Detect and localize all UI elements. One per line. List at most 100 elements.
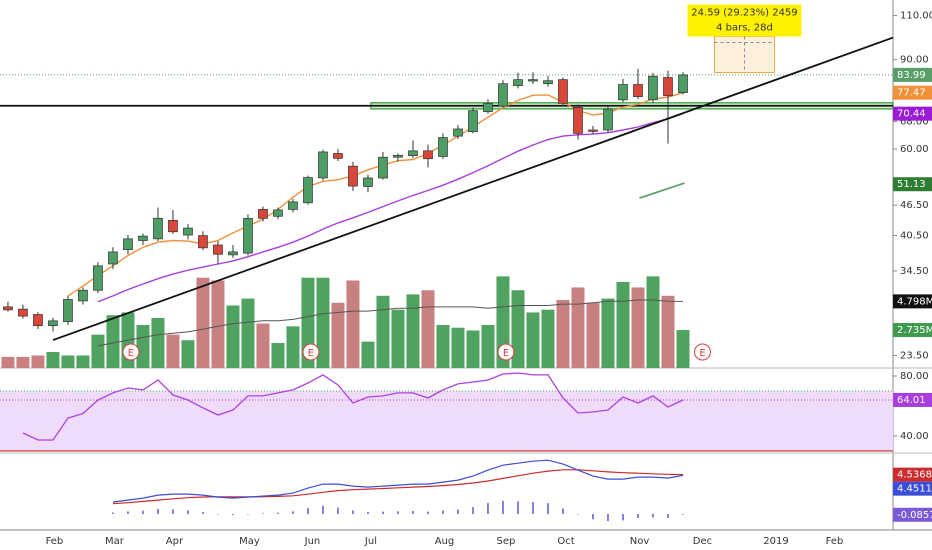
volume-bar [391, 309, 405, 368]
candle-body [663, 77, 673, 97]
candle-body [168, 219, 178, 233]
x-tick-label: Feb [46, 536, 64, 547]
histogram-bar [202, 512, 204, 515]
histogram-bar [412, 510, 414, 515]
moving-average [97, 112, 684, 303]
histogram-bar [112, 512, 114, 515]
candle-body [558, 79, 568, 104]
histogram-bar [547, 503, 549, 515]
earnings-marker [122, 343, 140, 361]
x-tick-label: May [239, 536, 260, 547]
x-tick-label: Feb [826, 536, 844, 547]
price-badge [893, 177, 932, 192]
candle-body [618, 84, 628, 101]
price-badge [893, 507, 932, 522]
x-tick-label: Nov [630, 536, 650, 547]
price-badge [893, 106, 932, 121]
volume-bar [676, 330, 690, 368]
y-tick-label: 68.00 [900, 116, 929, 127]
candle-body [468, 110, 478, 133]
candle-body [393, 154, 403, 158]
histogram-bar [217, 514, 219, 515]
earnings-label: E [699, 348, 705, 359]
volume-bar [286, 326, 300, 368]
histogram-bar [307, 507, 309, 515]
volume-bar [556, 299, 570, 368]
price-badge-label: 70.44 [897, 109, 926, 120]
candle-body [243, 217, 253, 254]
x-tick-label: 2019 [763, 536, 788, 547]
price-badge-label: 4.798M [897, 296, 932, 307]
candle-body [288, 201, 298, 210]
volume-bar [31, 355, 45, 368]
histogram-bar [337, 507, 339, 515]
histogram-bar [577, 514, 579, 515]
histogram-bar [157, 508, 159, 515]
y-tick-label: 80.00 [900, 371, 929, 382]
histogram-bar [442, 510, 444, 515]
candle-body [33, 314, 43, 327]
volume-bar [106, 315, 120, 368]
candle-body [108, 251, 118, 265]
rsi-line [22, 372, 684, 441]
candle-body [648, 75, 658, 101]
histogram-bar [277, 512, 279, 515]
candle-body [48, 320, 58, 327]
volume-bar [616, 281, 630, 368]
volume-bar [331, 302, 345, 368]
candle-body [678, 74, 688, 93]
price-badge [893, 323, 932, 338]
earnings-marker [693, 343, 711, 361]
volume-bar [241, 298, 255, 368]
volume-bar [256, 323, 270, 368]
y-tick-label: 90.00 [900, 55, 929, 66]
price-badge [893, 294, 932, 309]
volume-bar [376, 295, 390, 368]
x-tick-label: Oct [557, 536, 574, 547]
volume-bar [226, 305, 240, 368]
candle-body [498, 83, 508, 107]
histogram-bar [517, 501, 519, 515]
price-badge [893, 392, 932, 407]
signal-line [112, 469, 684, 505]
y-tick-label: 40.00 [900, 431, 929, 442]
volume-bar [16, 356, 30, 368]
volume-bar [526, 312, 540, 368]
x-tick-label: Jul [364, 536, 377, 547]
volume-bar [571, 287, 585, 368]
price-badge-label: 51.13 [897, 179, 926, 190]
histogram-bar [382, 511, 384, 515]
price-badge-label: 4.4511 [897, 484, 932, 495]
measure-label: 24.59 (29.23%) 2459 [691, 7, 797, 18]
candle-body [513, 79, 523, 86]
volume-bar [61, 355, 75, 368]
price-badge-label: -0.0857 [897, 510, 932, 521]
volume-bar [361, 341, 375, 368]
volume-bar [271, 343, 285, 368]
volume-bar [511, 290, 525, 368]
histogram-bar [352, 510, 354, 515]
volume-bar [316, 277, 330, 368]
volume-bar [436, 324, 450, 368]
volume-bar [631, 287, 645, 368]
y-tick-label: 40.50 [900, 231, 929, 242]
y-tick-label: 110.00 [900, 10, 932, 21]
candle-body [138, 235, 148, 241]
y-tick-label: 23.50 [900, 350, 929, 361]
candle-body [408, 150, 418, 157]
histogram-bar [592, 514, 594, 520]
price-badge [893, 481, 932, 496]
candle-body [543, 80, 553, 85]
candle-body [438, 137, 448, 157]
candle-body [183, 227, 193, 236]
histogram-bar [562, 508, 564, 515]
measure-label-box [687, 4, 802, 37]
histogram-bar [427, 511, 429, 515]
candle-body [363, 177, 373, 187]
histogram-bar [487, 503, 489, 515]
volume-bar [46, 352, 60, 368]
histogram-bar [637, 514, 639, 518]
volume-bar [211, 280, 225, 368]
price-badge [893, 67, 932, 82]
